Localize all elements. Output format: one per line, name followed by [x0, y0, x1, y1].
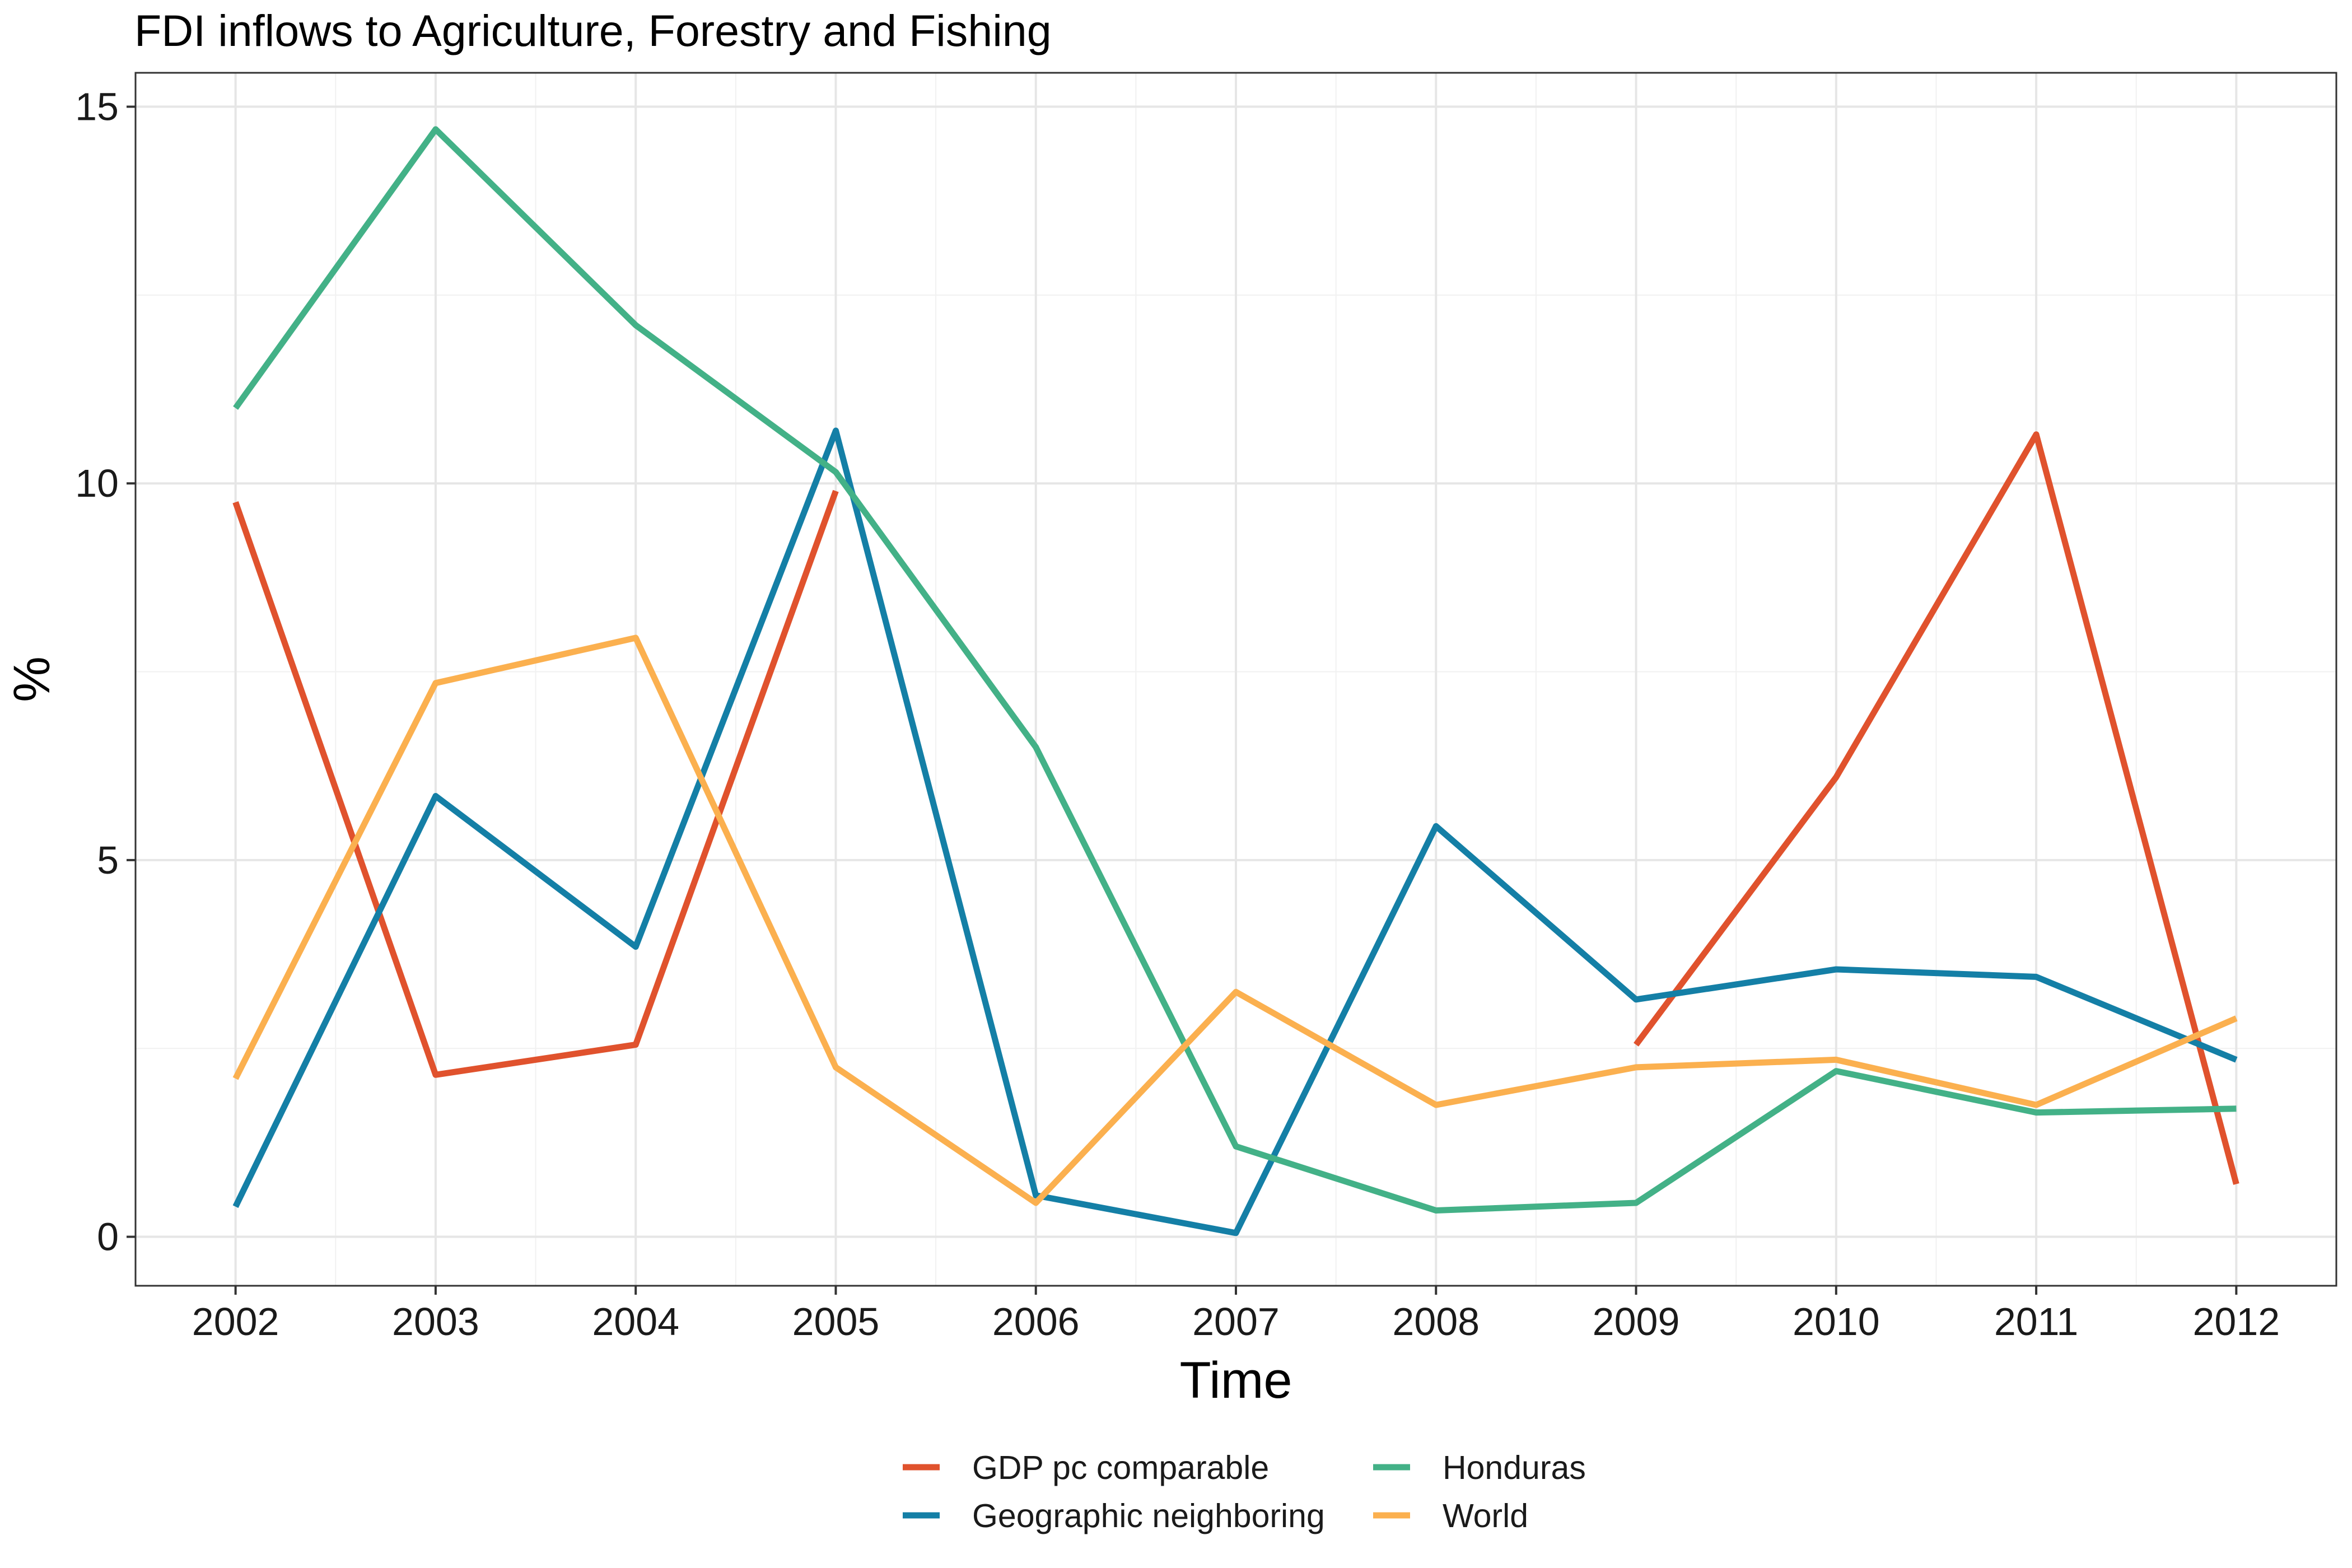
grid: [136, 73, 2336, 1286]
series-line: [232, 489, 839, 1078]
legend-item: Geographic neighboring: [903, 1497, 1325, 1534]
legend-label: World: [1443, 1497, 1528, 1534]
series-line: [233, 126, 2237, 1214]
x-tick-label: 2010: [1793, 1300, 1880, 1343]
legend-label: Geographic neighboring: [972, 1497, 1325, 1534]
x-tick-label: 2004: [592, 1300, 679, 1343]
x-tick-label: 2009: [1593, 1300, 1680, 1343]
legend-label: Honduras: [1443, 1449, 1586, 1486]
legend-item: World: [1373, 1497, 1528, 1534]
series-line: [232, 427, 2238, 1236]
y-tick-label: 15: [75, 85, 119, 129]
x-tick-label: 2002: [192, 1300, 279, 1343]
axes: 0 5 10 15 2002 2003 2004 2005 2006 2007 2008 2009 20…: [75, 85, 2280, 1343]
series-geographic-neighboring: [232, 427, 2238, 1236]
y-tick-label: 0: [97, 1215, 119, 1259]
x-axis-title: Time: [1179, 1352, 1292, 1409]
x-tick-label: 2011: [1994, 1300, 2079, 1343]
series-gdp-pc-comparable: [232, 431, 2239, 1185]
legend-item: Honduras: [1373, 1449, 1586, 1486]
y-axis-title: %: [3, 656, 60, 702]
x-tick-label: 2006: [992, 1300, 1080, 1343]
x-tick-label: 2012: [2192, 1300, 2280, 1343]
x-tick-label: 2007: [1192, 1300, 1280, 1343]
series-lines: [232, 126, 2239, 1236]
legend-label: GDP pc comparable: [972, 1449, 1269, 1486]
series-world: [232, 634, 2238, 1206]
x-tick-label: 2008: [1392, 1300, 1480, 1343]
legend: GDP pc comparable Geographic neighboring H…: [903, 1449, 1586, 1534]
series-honduras: [233, 126, 2237, 1214]
series-line: [232, 634, 2238, 1206]
series-line: [1634, 431, 2239, 1185]
x-tick-label: 2005: [792, 1300, 880, 1343]
legend-item: GDP pc comparable: [903, 1449, 1269, 1486]
chart-title: FDI inflows to Agriculture, Forestry and…: [134, 6, 1052, 55]
y-tick-label: 5: [97, 838, 119, 882]
y-tick-label: 10: [75, 461, 119, 505]
x-tick-label: 2003: [392, 1300, 479, 1343]
